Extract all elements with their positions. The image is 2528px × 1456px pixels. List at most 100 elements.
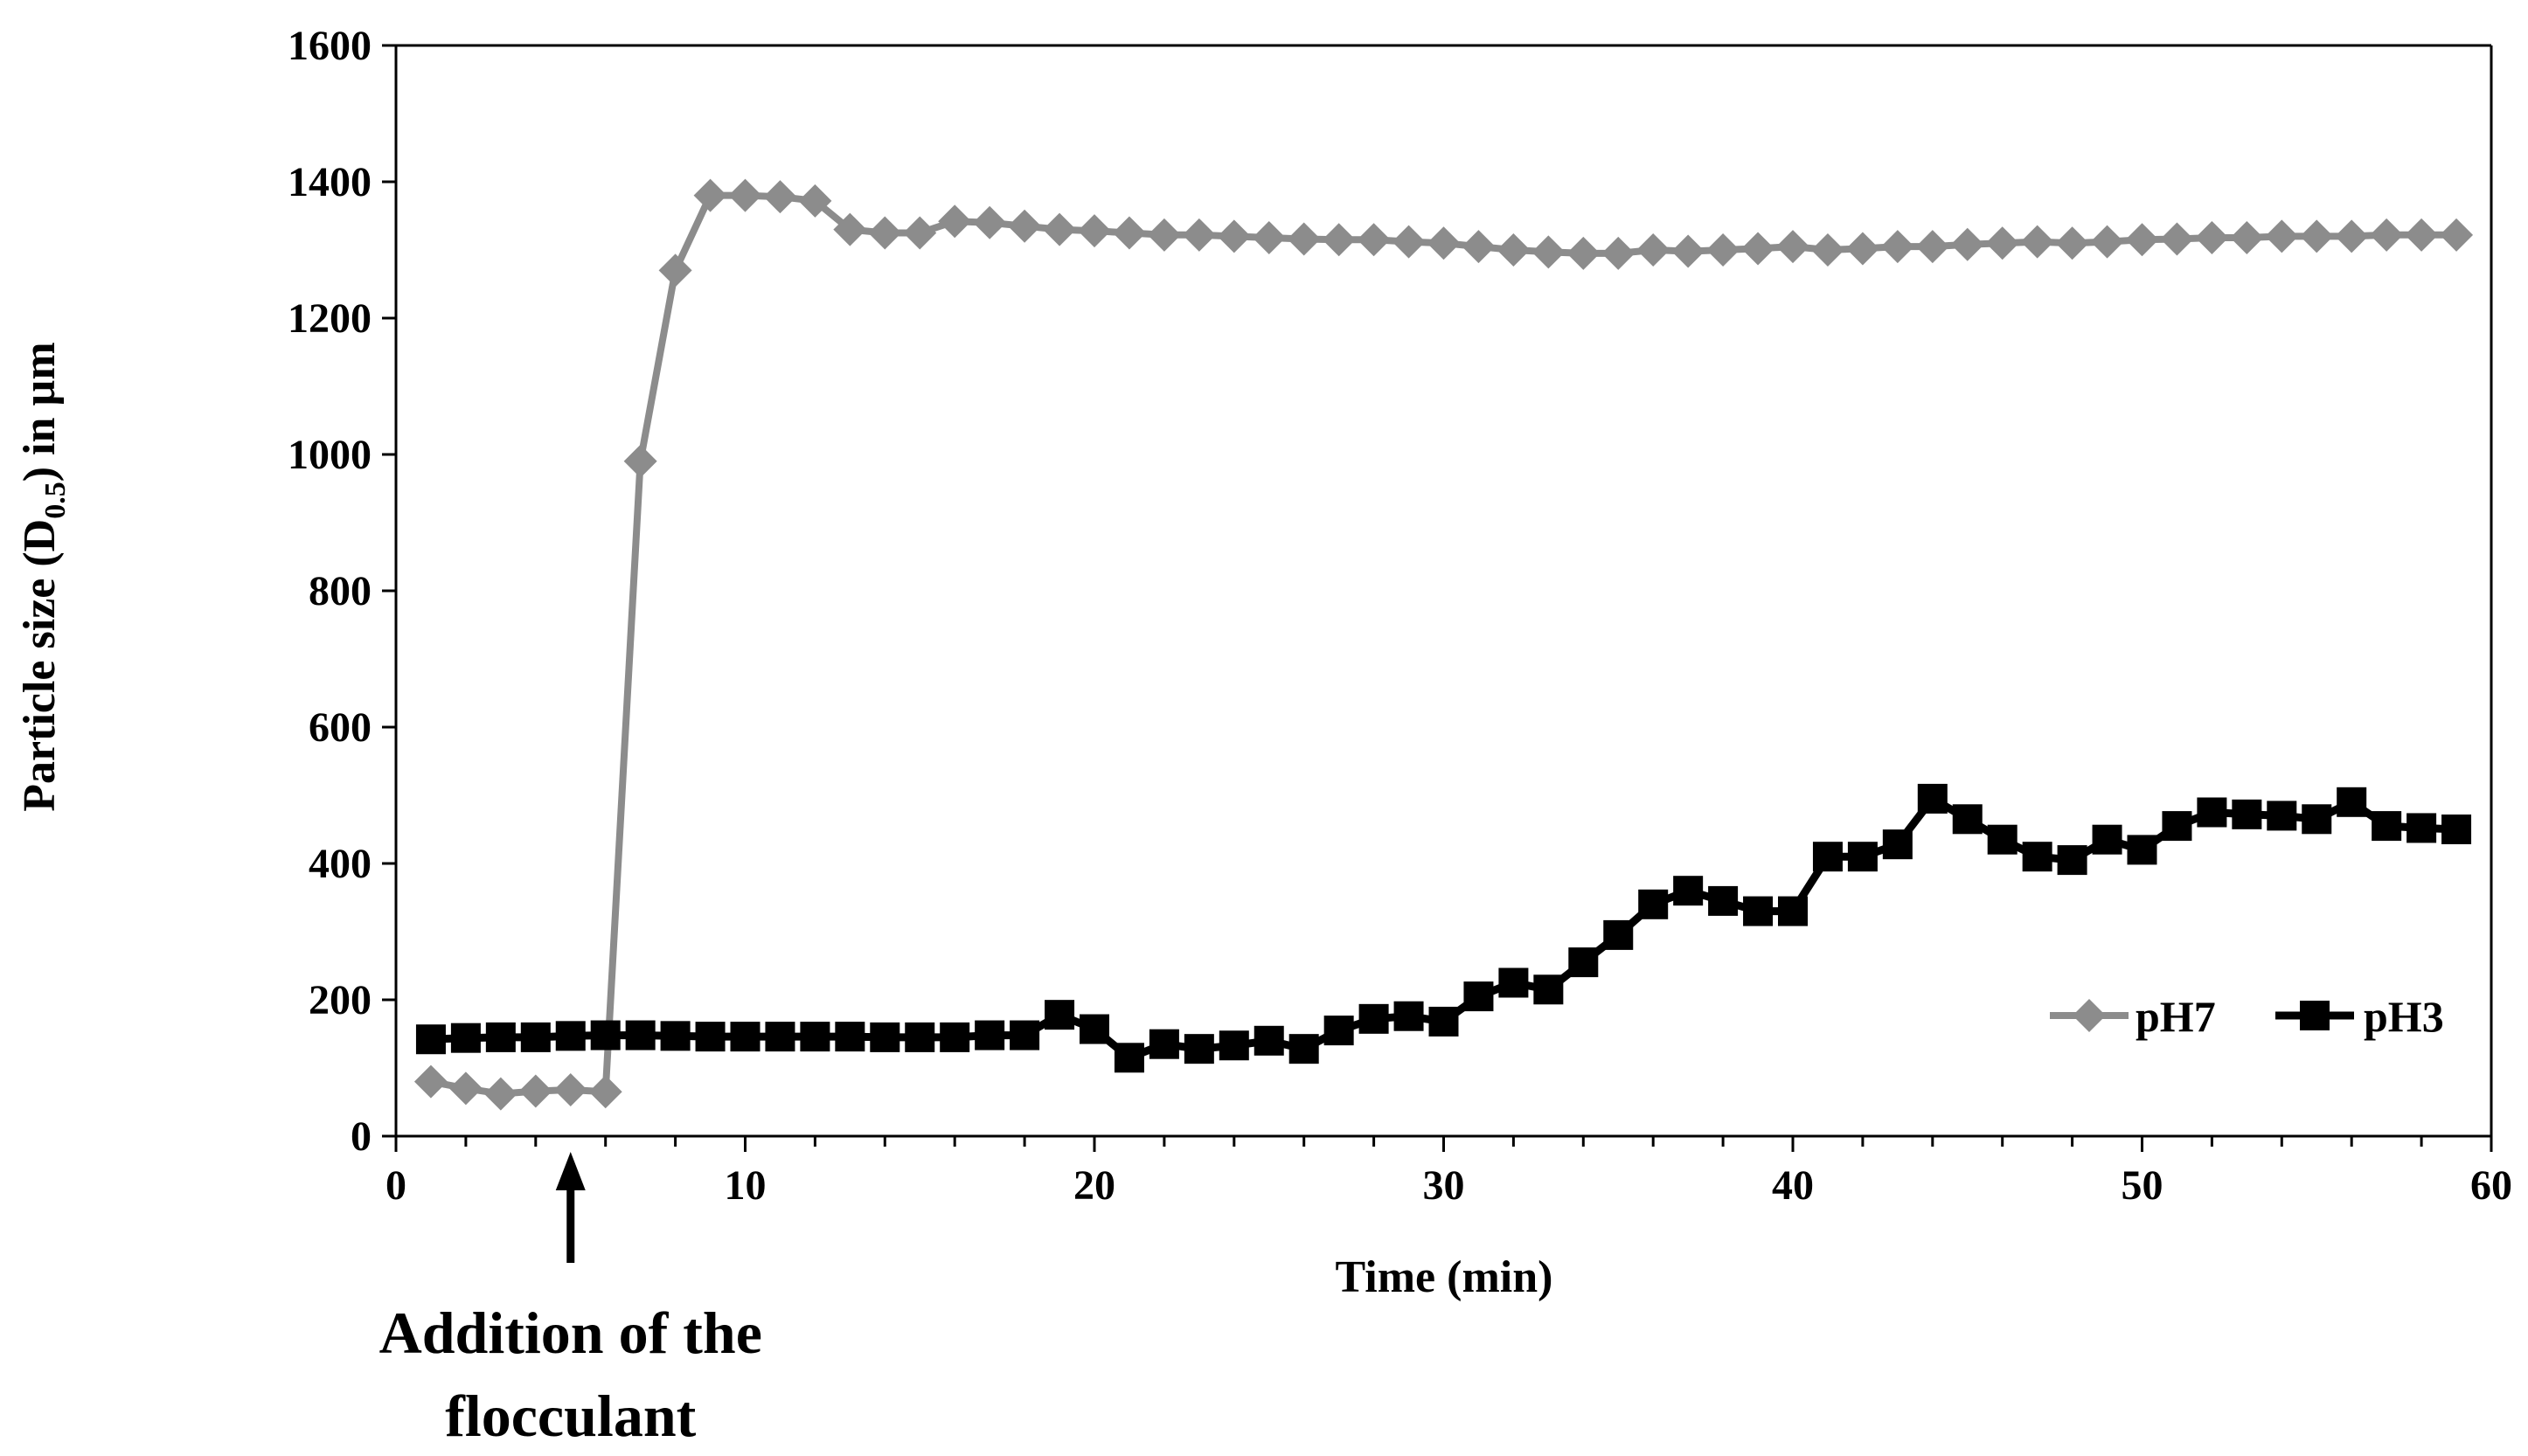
x-tick-label: 50 xyxy=(2122,1162,2163,1209)
data-point-ph3 xyxy=(1045,1000,1075,1030)
data-point-ph3 xyxy=(2092,824,2122,855)
data-point-ph3 xyxy=(1812,842,1843,872)
data-point-ph7 xyxy=(1636,233,1670,267)
data-point-ph3 xyxy=(1987,824,2018,855)
data-point-ph3 xyxy=(1010,1020,1040,1050)
data-point-ph7 xyxy=(728,178,762,212)
data-point-ph7 xyxy=(868,216,902,250)
data-point-ph3 xyxy=(940,1022,970,1052)
series-ph7 xyxy=(413,178,2474,1111)
legend-entry-ph7: pH7 xyxy=(2050,992,2216,1041)
data-point-ph3 xyxy=(1219,1030,1249,1061)
data-point-ph7 xyxy=(2160,222,2194,256)
data-point-ph7 xyxy=(2055,226,2089,260)
data-point-ph7 xyxy=(693,178,727,212)
data-point-ph3 xyxy=(1428,1006,1459,1037)
data-point-ph7 xyxy=(1078,214,1111,248)
data-point-ph7 xyxy=(483,1077,517,1111)
y-axis-title-tail: ) in µm xyxy=(15,342,65,482)
data-point-ph3 xyxy=(1778,896,1808,926)
legend: pH7 pH3 xyxy=(2050,992,2444,1041)
data-point-ph3 xyxy=(2022,842,2052,872)
y-tick-label: 1000 xyxy=(288,432,372,478)
data-point-ph3 xyxy=(1882,829,1913,860)
data-point-ph7 xyxy=(1112,216,1146,250)
data-point-ph7 xyxy=(658,253,692,288)
data-point-ph7 xyxy=(1182,218,1216,252)
data-point-ph7 xyxy=(2265,219,2299,253)
data-point-ph3 xyxy=(2441,815,2472,844)
data-point-ph3 xyxy=(2127,835,2157,865)
data-point-ph7 xyxy=(1008,209,1042,243)
data-point-ph3 xyxy=(1463,981,1494,1012)
data-point-ph3 xyxy=(2197,797,2227,828)
data-point-ph3 xyxy=(1114,1043,1144,1073)
data-point-ph7 xyxy=(2300,219,2334,253)
data-point-ph7 xyxy=(2125,223,2159,257)
legend-label: pH7 xyxy=(2136,992,2216,1041)
data-point-ph7 xyxy=(1497,233,1531,267)
data-point-ph7 xyxy=(1217,219,1251,253)
data-point-ph3 xyxy=(2372,811,2402,842)
data-point-ph7 xyxy=(1322,223,1356,257)
data-point-ph3 xyxy=(1498,967,1529,998)
data-point-ph7 xyxy=(2335,219,2369,253)
y-tick-label: 200 xyxy=(309,977,372,1023)
data-point-ph3 xyxy=(1288,1034,1319,1064)
data-point-ph3 xyxy=(695,1022,726,1052)
y-axis-title: Particle size (D0.5) in µm xyxy=(15,342,72,811)
data-point-ph3 xyxy=(835,1022,865,1052)
data-point-ph3 xyxy=(1323,1016,1354,1046)
y-axis-title-sub: 0.5 xyxy=(39,482,72,519)
y-tick-label: 800 xyxy=(309,568,372,614)
data-point-ph7 xyxy=(1985,226,2019,260)
data-point-ph3 xyxy=(450,1023,481,1053)
data-point-ph7 xyxy=(2370,218,2404,252)
data-point-ph3 xyxy=(1184,1034,1214,1064)
series-line-ph7 xyxy=(430,191,2456,1098)
data-point-ph3 xyxy=(975,1020,1005,1050)
data-point-ph3 xyxy=(1603,919,1634,950)
data-point-ph7 xyxy=(2440,218,2474,252)
data-point-ph7 xyxy=(1706,233,1740,267)
data-point-ph3 xyxy=(765,1022,795,1052)
y-tick-label: 0 xyxy=(351,1113,372,1160)
data-point-ph3 xyxy=(1568,947,1599,978)
y-axis-title-main: Particle size (D xyxy=(15,519,65,812)
x-tick-label: 0 xyxy=(385,1162,406,1209)
data-point-ph7 xyxy=(1147,218,1181,252)
data-point-ph3 xyxy=(1638,889,1669,919)
legend-marker xyxy=(2300,1001,2330,1030)
legend-marker xyxy=(2073,999,2106,1032)
data-point-ph7 xyxy=(2090,225,2124,259)
data-point-ph7 xyxy=(938,205,972,239)
data-point-ph7 xyxy=(518,1074,552,1108)
x-tick-label: 40 xyxy=(1772,1162,1814,1209)
data-point-ph7 xyxy=(1357,223,1391,257)
data-point-ph7 xyxy=(448,1071,483,1106)
flocculant-annotation: Addition of the flocculant xyxy=(379,1152,762,1449)
data-point-ph3 xyxy=(800,1022,830,1052)
x-axis-title: Time (min) xyxy=(1336,1252,1553,1302)
data-point-ph7 xyxy=(1566,236,1601,270)
data-point-ph3 xyxy=(415,1024,446,1055)
data-point-ph7 xyxy=(763,180,797,214)
data-point-ph3 xyxy=(1149,1029,1179,1059)
data-point-ph3 xyxy=(1952,804,1983,835)
data-point-ph7 xyxy=(1776,230,1809,264)
data-point-ph7 xyxy=(1287,222,1321,256)
y-tick-label: 400 xyxy=(309,841,372,887)
data-point-ph7 xyxy=(973,205,1007,239)
data-point-ph7 xyxy=(1741,232,1775,266)
data-point-ph7 xyxy=(1845,232,1879,266)
data-point-ph3 xyxy=(625,1020,656,1050)
axis-ticks: 0 200 400 600 800 1000 1200 1400 1600 0 10 20 30 40 50… xyxy=(288,23,2512,1209)
data-point-ph3 xyxy=(1708,885,1739,916)
data-point-ph3 xyxy=(2232,799,2262,829)
data-point-ph7 xyxy=(2230,220,2264,254)
legend-label: pH3 xyxy=(2364,992,2444,1041)
data-point-ph3 xyxy=(1358,1003,1389,1034)
data-point-ph3 xyxy=(1847,842,1878,872)
data-point-ph7 xyxy=(798,184,832,218)
